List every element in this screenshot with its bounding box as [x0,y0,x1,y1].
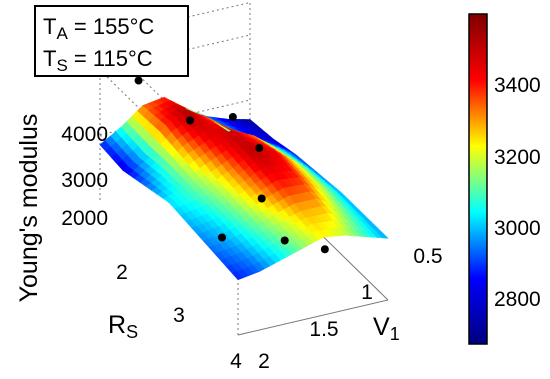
surface-patch [376,231,389,239]
y-tick-label: 0.5 [413,245,442,268]
z-axis-label: Young's modulus [15,114,43,303]
data-point [280,236,289,245]
z-ticks: 4000 3000 2000 [61,123,108,230]
data-point [134,76,143,85]
data-points [134,76,329,254]
data-point [228,113,237,121]
colorbar-ticks: 2800 3000 3200 3400 [494,74,541,311]
colorbar-tick-label: 2800 [494,288,541,311]
x-tick-label: 4 [230,350,242,373]
x-tick-label: 2 [116,261,128,284]
z-tick-label: 3000 [61,169,108,192]
colorbar-tick-label: 3000 [494,217,541,240]
data-point [255,144,264,152]
surface [99,96,389,281]
data-point [186,116,194,125]
z-tick-label: 2000 [61,207,108,230]
annotation-line-2: TS = 115°C [43,46,153,75]
y-tick-label: 1 [361,281,373,304]
x-axis-label: RS [108,311,138,342]
y-tick-label: 1.5 [309,318,338,341]
x-ticks: 2 3 4 [116,261,242,373]
data-point [320,245,329,254]
grid-line [237,299,389,336]
y-axis-label: V1 [373,313,400,344]
colorbar-tick-label: 3400 [494,74,541,97]
annotation-line-1: TA = 155°C [43,14,154,43]
y-ticks: 0.5 1 1.5 2 [258,245,442,373]
x-tick-label: 3 [173,304,185,327]
annotation-box: TA = 155°C TS = 115°C [34,5,189,77]
colorbar [468,13,488,345]
data-point [257,194,266,203]
z-tick-label: 4000 [61,123,108,146]
data-point [218,233,226,242]
y-tick-label: 2 [258,350,270,373]
colorbar-tick-label: 3200 [494,146,541,169]
